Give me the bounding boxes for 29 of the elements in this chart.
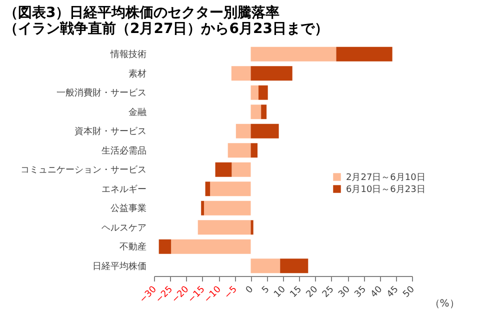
x-tick-label: −5 <box>222 284 240 302</box>
x-tick-label: 40 <box>369 284 385 300</box>
legend-label: 6月10日～6月23日 <box>346 185 426 195</box>
y-tick-label: コミュニケーション・サービス <box>20 164 146 176</box>
y-tick-label: 金融 <box>128 106 146 118</box>
x-tick-label: 35 <box>353 284 368 300</box>
x-tick-label: 0 <box>244 284 256 296</box>
x-tick-label: 45 <box>385 284 401 300</box>
x-tick-label: 20 <box>304 284 320 300</box>
y-tick-label: 公益事業 <box>110 203 146 214</box>
x-axis-title: （%） <box>430 298 460 310</box>
x-tick-label: 25 <box>320 284 336 300</box>
y-tick-label: 素材 <box>128 68 146 80</box>
y-tick-label: 資本財・サービス <box>74 126 146 138</box>
y-tick-label: ヘルスケア <box>102 223 146 234</box>
x-tick-label: 5 <box>260 284 272 296</box>
y-tick-label: 不動産 <box>120 242 146 253</box>
x-tick-label: 50 <box>402 284 417 300</box>
text: （図表3）日経平均株価のセクター別騰落率 <box>4 5 280 21</box>
y-tick-label: エネルギー <box>102 184 146 195</box>
y-tick-label: 一般消費財・サービス <box>56 88 146 99</box>
legend-label: 2月27日～6月10日 <box>346 173 426 183</box>
y-tick-label: 日経平均株価 <box>92 260 146 272</box>
y-tick-label: 情報技術 <box>110 49 146 60</box>
y-tick-label: 生活必需品 <box>102 145 146 156</box>
x-tick-label: 15 <box>288 284 304 300</box>
x-tick-label: 10 <box>272 284 288 300</box>
text: （イラン戦争直前（2月27日）から6月23日まで） <box>4 21 328 37</box>
x-tick-label: 30 <box>337 284 352 300</box>
